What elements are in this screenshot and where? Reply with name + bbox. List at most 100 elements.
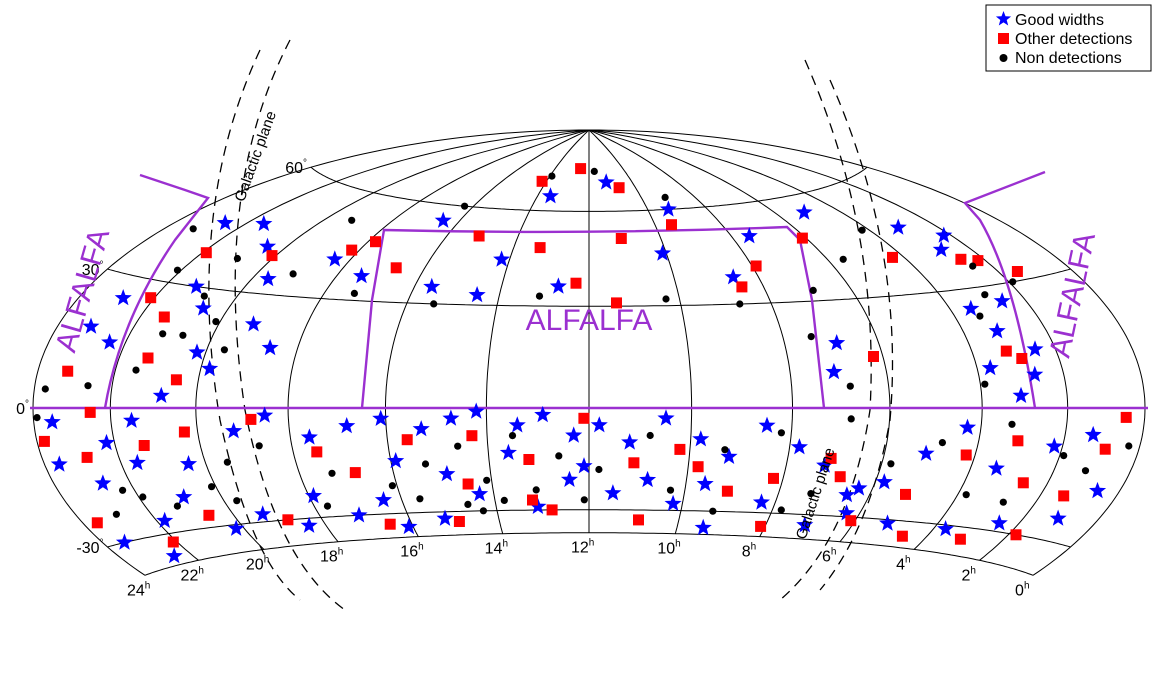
good-width-point bbox=[1084, 425, 1102, 443]
galactic-plane-south-line bbox=[779, 59, 872, 601]
non-detection-point bbox=[807, 490, 815, 498]
good-width-point bbox=[187, 277, 205, 294]
other-detection-point bbox=[1099, 443, 1111, 455]
other-detection-point bbox=[282, 514, 294, 526]
good-width-point bbox=[326, 250, 344, 267]
other-detection-point bbox=[972, 255, 984, 267]
galactic-plane-north-label: Galactic plane bbox=[232, 109, 280, 204]
good-width-point bbox=[875, 473, 893, 490]
alfalfa-main-boundary bbox=[360, 225, 826, 409]
galactic-plane-south-label: Galactic plane bbox=[793, 446, 839, 542]
non-detection-point bbox=[159, 330, 167, 338]
non-detection-point bbox=[736, 300, 744, 308]
other-detection-point bbox=[266, 250, 278, 262]
good-width-point bbox=[659, 200, 677, 217]
non-detection-point bbox=[464, 500, 472, 508]
good-width-point bbox=[740, 227, 758, 244]
other-detection-point bbox=[158, 311, 170, 323]
non-detection-point bbox=[421, 460, 430, 468]
ra-tick-label-24h: 24h bbox=[127, 580, 150, 599]
good-width-point bbox=[1026, 365, 1044, 382]
non-detection-point bbox=[416, 495, 424, 503]
good-width-point bbox=[850, 479, 868, 496]
ra-tick-label-12h: 12h bbox=[571, 538, 594, 557]
other-detection-point bbox=[825, 452, 837, 464]
good-width-point bbox=[981, 359, 999, 376]
good-width-point bbox=[261, 338, 279, 356]
good-width-point bbox=[123, 411, 141, 428]
good-width-point bbox=[94, 474, 112, 491]
series-0 bbox=[43, 173, 1107, 564]
ra-tick-label-14h: 14h bbox=[485, 539, 508, 558]
other-detection-point bbox=[887, 251, 898, 263]
non-detection-point bbox=[212, 318, 220, 326]
other-detection-point bbox=[611, 297, 622, 309]
non-detection-point bbox=[595, 465, 603, 474]
good-width-point bbox=[201, 359, 219, 377]
galactic-plane-lines bbox=[208, 39, 894, 611]
good-width-point bbox=[254, 505, 272, 522]
non-detection-point bbox=[483, 476, 491, 484]
good-width-point bbox=[400, 517, 418, 535]
other-detection-point bbox=[170, 374, 182, 386]
ra-tick-label-20h: 20h bbox=[246, 554, 269, 573]
good-width-point bbox=[179, 455, 198, 472]
good-width-point bbox=[244, 315, 262, 332]
other-detection-point bbox=[674, 443, 686, 455]
non-detection-point bbox=[173, 266, 182, 274]
other-detection-point bbox=[349, 467, 361, 479]
other-detection-point bbox=[536, 175, 548, 187]
non-detection-point bbox=[548, 172, 556, 180]
other-detection-point bbox=[346, 244, 358, 256]
non-detection-point bbox=[777, 429, 786, 437]
good-width-point bbox=[442, 409, 460, 426]
good-width-point bbox=[259, 237, 277, 254]
legend-label-good: Good widths bbox=[1015, 12, 1104, 29]
non-detection-point bbox=[532, 486, 540, 494]
good-width-point bbox=[508, 416, 526, 433]
good-width-point bbox=[1045, 437, 1063, 454]
other-detection-point bbox=[62, 365, 74, 377]
coordinate-grid bbox=[32, 129, 1146, 576]
alfalfa-main-label: ALFALFA bbox=[526, 304, 653, 337]
other-detection-point bbox=[138, 440, 150, 451]
good-width-point bbox=[889, 218, 907, 235]
good-width-point bbox=[990, 514, 1008, 531]
non-detection-point bbox=[666, 486, 675, 494]
good-width-point bbox=[549, 277, 567, 294]
good-width-point bbox=[194, 299, 212, 316]
non-detection-point bbox=[1081, 467, 1090, 475]
non-detection-point bbox=[323, 502, 332, 510]
other-detection-point bbox=[462, 478, 474, 490]
good-width-point bbox=[188, 343, 206, 360]
non-detection-point bbox=[887, 460, 895, 468]
meridian-line-10h bbox=[588, 129, 693, 534]
other-detection-point bbox=[81, 451, 93, 463]
non-detection-point bbox=[388, 482, 396, 490]
good-width-point bbox=[467, 402, 485, 419]
non-detection-point bbox=[1008, 420, 1016, 428]
legend-label-non: Non detections bbox=[1015, 50, 1122, 67]
meridian-line-16h bbox=[385, 129, 590, 537]
good-width-point bbox=[374, 491, 392, 508]
other-detection-point bbox=[768, 472, 779, 484]
other-detection-point bbox=[311, 446, 323, 458]
good-width-point bbox=[101, 333, 119, 350]
parallel-line-30 bbox=[107, 268, 1071, 307]
dec-tick-label-30: 30° bbox=[82, 260, 104, 279]
other-detection-point bbox=[1058, 490, 1070, 502]
other-detection-point bbox=[845, 515, 857, 527]
non-detection-point bbox=[223, 458, 231, 466]
other-detection-point bbox=[868, 351, 879, 362]
non-detection-point bbox=[809, 286, 817, 294]
other-detection-point bbox=[1120, 411, 1132, 423]
good-width-point bbox=[338, 417, 356, 434]
other-detection-point bbox=[736, 281, 748, 293]
non-detection-point bbox=[1125, 442, 1133, 450]
non-detection-point bbox=[839, 255, 847, 263]
non-detection-point bbox=[200, 292, 208, 300]
non-detection-point bbox=[777, 506, 785, 514]
good-width-point bbox=[657, 409, 675, 426]
meridian-line-18h bbox=[287, 129, 590, 543]
good-width-point bbox=[838, 504, 856, 521]
